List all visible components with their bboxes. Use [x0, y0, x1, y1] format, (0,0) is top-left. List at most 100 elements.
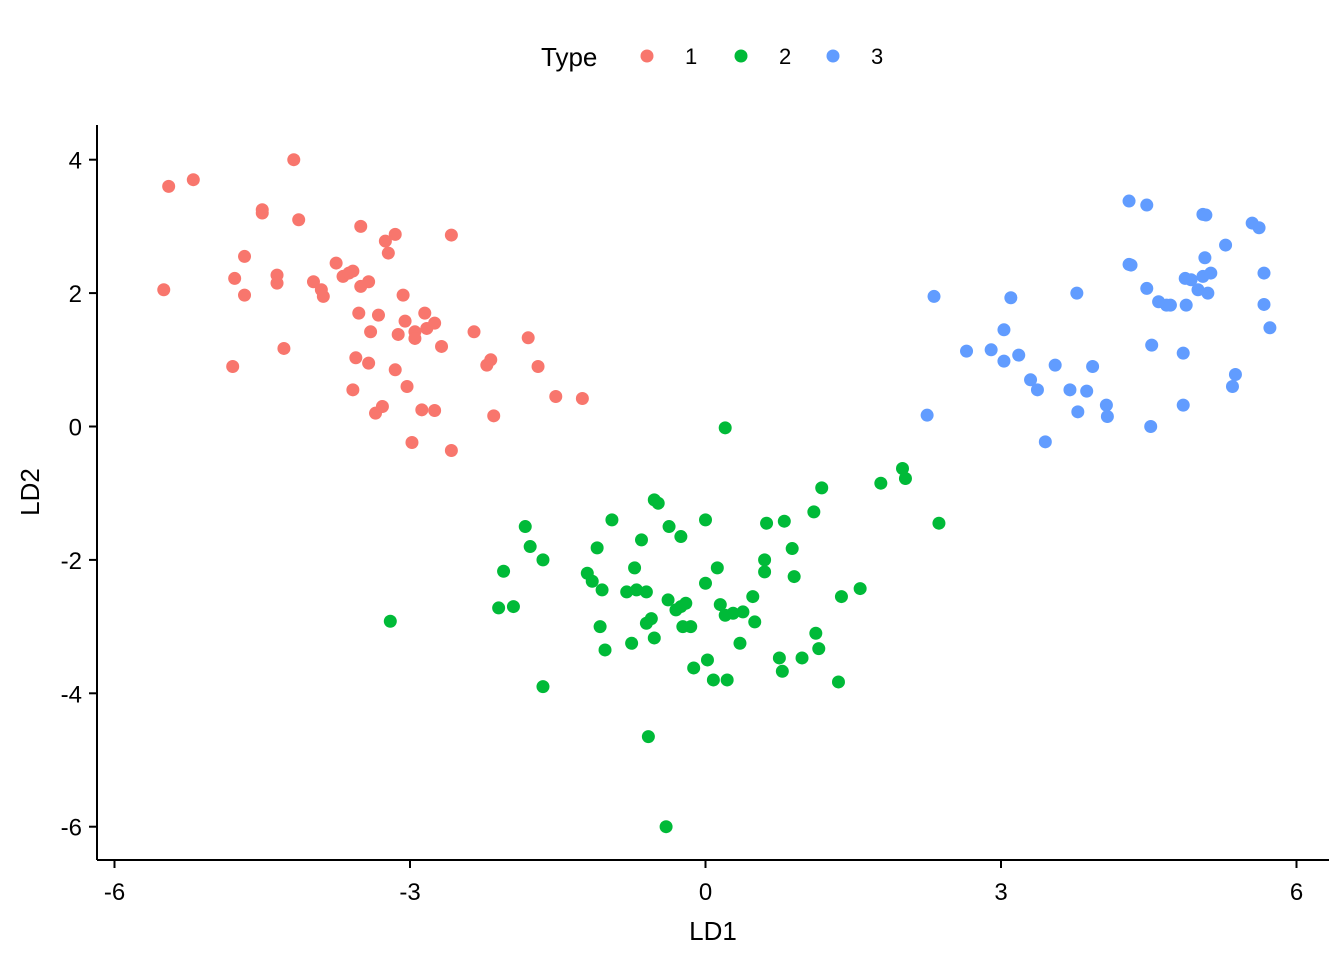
data-point	[699, 576, 712, 590]
data-point	[352, 306, 366, 320]
data-point	[316, 289, 330, 303]
data-point	[896, 462, 909, 476]
data-point	[306, 275, 320, 289]
data-point	[920, 408, 934, 422]
legend-key	[734, 49, 748, 63]
data-point	[1122, 194, 1136, 208]
data-point	[354, 219, 368, 233]
data-point	[362, 275, 376, 289]
data-point	[444, 228, 458, 242]
data-point	[812, 642, 826, 656]
data-point	[1012, 348, 1026, 362]
data-point	[1163, 298, 1177, 312]
data-point	[521, 331, 535, 345]
data-point	[706, 673, 720, 687]
data-point	[684, 620, 698, 634]
data-point	[1191, 283, 1205, 297]
data-point	[748, 615, 762, 629]
data-point	[1199, 208, 1213, 222]
data-point	[679, 596, 693, 610]
y-tick-label: 2	[69, 281, 82, 308]
data-point	[1228, 367, 1242, 381]
data-point	[932, 516, 946, 530]
data-point	[467, 325, 481, 339]
data-point	[415, 403, 429, 417]
legend-label: 3	[871, 44, 883, 69]
data-point	[383, 614, 397, 628]
data-point	[595, 583, 609, 597]
y-tick-label: 4	[69, 148, 82, 175]
data-point	[1145, 338, 1159, 352]
data-point	[228, 271, 242, 285]
data-point	[1099, 398, 1113, 412]
data-point	[1071, 405, 1085, 419]
data-point	[661, 593, 675, 607]
data-point	[639, 585, 653, 599]
x-tick-label: 6	[1290, 879, 1303, 906]
data-point	[997, 323, 1011, 337]
data-point	[758, 565, 772, 579]
data-point	[834, 590, 848, 604]
x-tick-label: 0	[699, 879, 712, 906]
data-point	[809, 626, 823, 640]
data-point	[364, 325, 378, 339]
data-point	[853, 582, 867, 596]
data-point	[590, 541, 604, 555]
data-point	[444, 444, 458, 458]
data-point	[700, 653, 714, 667]
data-point	[1201, 286, 1215, 300]
data-point	[523, 540, 537, 554]
data-point	[1140, 198, 1154, 212]
data-point	[487, 409, 501, 423]
y-axis-label: LD2	[15, 468, 45, 516]
legend-label: 1	[685, 44, 697, 69]
data-point	[625, 636, 639, 650]
data-point	[292, 213, 306, 227]
data-point	[997, 354, 1011, 368]
data-point	[536, 553, 550, 567]
data-point	[531, 359, 545, 373]
data-point	[641, 730, 655, 744]
legend-key	[640, 49, 654, 63]
data-point	[777, 514, 791, 528]
data-point	[795, 651, 809, 665]
data-point	[238, 249, 252, 263]
data-point	[270, 276, 284, 290]
axes: -6 -3 0 3 6 4 2 0 -2 -4 -6	[61, 125, 1329, 906]
data-point	[277, 341, 291, 355]
data-point	[575, 391, 589, 405]
data-point	[1219, 238, 1233, 252]
data-point	[874, 476, 888, 490]
x-axis-label: LD1	[689, 916, 737, 946]
data-point	[506, 600, 520, 614]
data-point	[1225, 379, 1239, 393]
data-point	[484, 353, 498, 367]
data-point	[662, 520, 676, 534]
data-point	[388, 227, 402, 241]
data-point	[1024, 373, 1038, 387]
data-point	[984, 343, 998, 357]
data-point	[1124, 258, 1138, 272]
series-2	[383, 421, 946, 834]
data-point	[593, 620, 607, 634]
data-point	[396, 288, 410, 302]
data-point	[746, 590, 760, 604]
data-point	[418, 306, 432, 320]
series-3	[920, 194, 1277, 449]
y-tick-label: -4	[61, 681, 82, 708]
data-point	[497, 564, 511, 578]
data-point	[428, 316, 442, 330]
data-point	[710, 561, 724, 575]
data-point	[605, 513, 619, 527]
data-point	[772, 651, 786, 665]
data-point	[699, 513, 712, 527]
data-point	[1063, 383, 1077, 397]
data-point	[1144, 420, 1158, 433]
data-point	[549, 389, 563, 403]
data-point	[758, 553, 772, 567]
y-ticks: 4 2 0 -2 -4 -6	[61, 148, 97, 842]
data-point	[1176, 346, 1190, 360]
data-point	[226, 359, 240, 373]
data-point	[720, 673, 734, 687]
